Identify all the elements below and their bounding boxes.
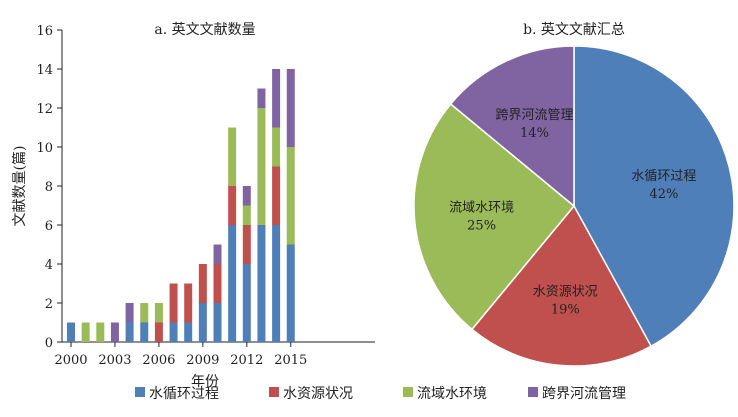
bar-segment-water_cycle (213, 303, 222, 342)
bar-y-tick-label: 14 (36, 63, 53, 78)
bar-segment-water_cycle (140, 322, 149, 342)
bar-segment-transboundary (213, 244, 222, 264)
bar-segment-water_cycle (242, 264, 251, 342)
bar-segment-watershed_env (228, 127, 237, 186)
legend-swatch-watershed_env (403, 387, 413, 397)
pie-slice-label: 跨界河流管理 (495, 108, 573, 123)
bar-y-tick-label: 16 (36, 24, 53, 39)
bar-x-tick-label: 2006 (142, 353, 175, 368)
pie-slices (413, 45, 735, 367)
legend-label-transboundary: 跨界河流管理 (542, 386, 626, 402)
bar-segment-transboundary (125, 303, 134, 323)
bar-segment-transboundary (272, 69, 281, 128)
bar-segment-water_cycle (257, 225, 266, 342)
bar-x-tick-label: 2012 (230, 353, 263, 368)
bar-marks (67, 69, 295, 342)
pie-labels: 水循环过程 42% 水资源状况 19% 流域水环境 25% 跨界河流管理 14% (449, 108, 696, 317)
bar-segment-watershed_env (242, 205, 251, 225)
legend: 水循环过程 水资源状况 流域水环境 跨界河流管理 (135, 386, 626, 402)
bar-x-tick-label: 2015 (274, 353, 307, 368)
bar-y-tick-label: 10 (36, 141, 53, 156)
pie-slice-percent: 14% (520, 126, 549, 141)
pie-chart: b. 英文文献汇总 水循环过程 42% 水资源状况 19% 流域水环境 25% 跨界河流管理… (413, 21, 735, 367)
bar-y-tick-label: 12 (36, 102, 53, 117)
bar-axes: 0 2 4 6 8 10 12 14 16 2000 2003 2006 2009 2012 2015 (36, 24, 375, 368)
legend-swatch-water_cycle (135, 387, 145, 397)
bar-y-tick-label: 2 (45, 297, 53, 312)
pie-slice-water_resources (470, 204, 653, 367)
bar-segment-transboundary (242, 186, 251, 206)
bar-x-axis-label: 年份 (191, 374, 219, 390)
pie-chart-title: b. 英文文献汇总 (523, 21, 625, 38)
bar-segment-watershed_env (272, 127, 281, 167)
bar-segment-water_resources (272, 166, 281, 225)
pie-slice-watershed_env (413, 102, 576, 331)
bar-segment-water_cycle (228, 225, 237, 342)
bar-segment-transboundary (286, 69, 295, 147)
bar-segment-water_resources (169, 283, 178, 323)
bar-y-tick-label: 8 (45, 180, 53, 195)
bar-segment-water_cycle (125, 322, 134, 342)
bar-segment-water_resources (213, 264, 222, 303)
bar-segment-water_cycle (198, 303, 207, 342)
bar-y-axis-label: 文献数量(篇) (12, 146, 28, 227)
pie-slice-label: 水循环过程 (631, 169, 696, 184)
bar-segment-watershed_env (286, 147, 295, 245)
bar-segment-water_resources (154, 322, 163, 342)
bar-segment-water_cycle (184, 322, 193, 342)
bar-segment-watershed_env (81, 322, 90, 342)
bar-segment-water_cycle (169, 322, 178, 342)
bar-segment-water_cycle (67, 322, 75, 342)
pie-slice-water_cycle (573, 45, 735, 348)
legend-swatch-transboundary (528, 387, 538, 397)
bar-x-tick-label: 2003 (98, 353, 131, 368)
bar-segment-watershed_env (154, 303, 163, 323)
bar-x-tick-label: 2009 (186, 353, 219, 368)
bar-segment-water_resources (242, 225, 251, 264)
bar-segment-transboundary (110, 322, 119, 342)
bar-segment-watershed_env (140, 303, 149, 323)
pie-slice-percent: 25% (467, 219, 496, 234)
bar-chart: a. 英文文献数量 0 2 4 6 8 10 12 14 16 2000 2003 2006 2009 2… (12, 21, 375, 390)
bar-segment-water_cycle (272, 225, 281, 342)
legend-swatch-water_resources (269, 387, 279, 397)
pie-slice-transboundary (449, 45, 575, 208)
legend-label-watershed_env: 流域水环境 (417, 386, 487, 402)
bar-segment-water_cycle (286, 244, 295, 342)
bar-y-tick-label: 0 (45, 336, 53, 351)
legend-label-water_resources: 水资源状况 (283, 386, 353, 402)
pie-slice-label: 流域水环境 (449, 201, 514, 216)
bar-segment-watershed_env (257, 108, 266, 225)
bar-segment-water_resources (198, 264, 207, 303)
bar-segment-water_resources (228, 186, 237, 225)
pie-slice-label: 水资源状况 (533, 284, 598, 299)
pie-slice-percent: 42% (649, 187, 678, 202)
bar-x-tick-label: 2000 (54, 353, 87, 368)
legend-label-water_cycle: 水循环过程 (149, 386, 219, 402)
bar-y-tick-label: 4 (45, 258, 53, 273)
bar-segment-watershed_env (96, 322, 105, 342)
pie-slice-percent: 19% (551, 302, 580, 317)
bar-y-tick-label: 6 (45, 219, 53, 234)
bar-segment-transboundary (257, 88, 266, 108)
bar-chart-title: a. 英文文献数量 (154, 21, 255, 38)
bar-segment-water_resources (184, 283, 193, 323)
